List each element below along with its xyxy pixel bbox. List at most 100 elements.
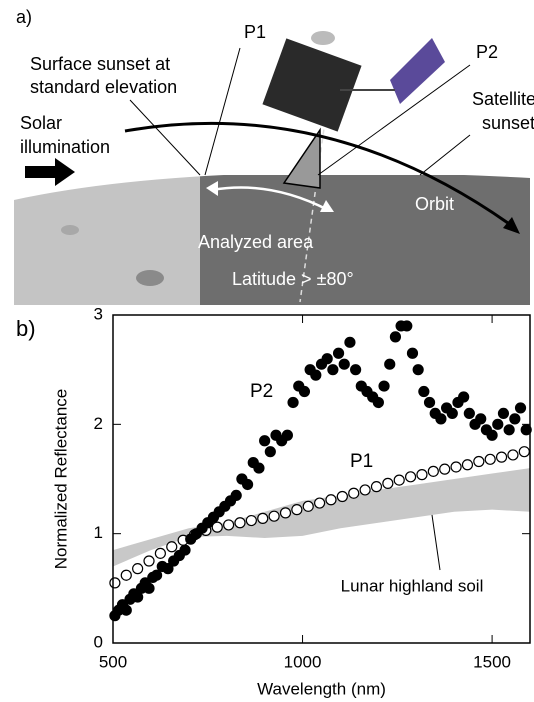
series-label: P1 [350, 451, 373, 472]
data-point [373, 397, 383, 407]
data-point [212, 522, 222, 532]
p1-leader [205, 48, 240, 175]
data-point [345, 337, 355, 347]
y-tick-label: 1 [94, 523, 103, 542]
data-point [110, 578, 120, 588]
data-point [144, 583, 154, 593]
data-point [406, 472, 416, 482]
data-point [419, 387, 429, 397]
satellite-sunset: sunset [482, 113, 534, 133]
data-point [243, 479, 253, 489]
data-point [510, 414, 520, 424]
satellite-sunset-leader [420, 135, 470, 175]
sunset-leader [130, 100, 200, 175]
x-tick-label: 500 [99, 652, 127, 671]
solar-illumination: Solar [20, 113, 62, 133]
data-point [474, 457, 484, 467]
data-point [360, 485, 370, 495]
data-point [451, 462, 461, 472]
satellite-sunset: Satellite [472, 89, 534, 109]
data-point [260, 436, 270, 446]
panel-a: a) P1 P2 Surface sunset at standard elev… [14, 7, 534, 305]
y-tick-label: 0 [94, 632, 103, 651]
data-point [337, 491, 347, 501]
data-point [144, 556, 154, 566]
data-point [269, 511, 279, 521]
data-point [246, 516, 256, 526]
data-point [303, 501, 313, 511]
surface-sunset: Surface sunset at [30, 54, 170, 74]
panel-b: 500 1000 1500 0 1 2 3 Wavelength (nm) Normalized… [16, 304, 531, 698]
data-point [326, 495, 336, 505]
data-point [504, 425, 514, 435]
data-point [379, 381, 389, 391]
data-point [487, 430, 497, 440]
data-point [402, 321, 412, 331]
x-tick-label: 1000 [284, 652, 322, 671]
data-point [485, 454, 495, 464]
data-point [498, 408, 508, 418]
band-label: Lunar highland soil [341, 576, 484, 595]
x-axis-label: Wavelength (nm) [257, 679, 386, 698]
data-point [413, 365, 423, 375]
satellite-body [262, 38, 361, 131]
data-point [280, 508, 290, 518]
series-label: P2 [250, 381, 273, 402]
view-cone [284, 130, 320, 188]
data-point [288, 397, 298, 407]
data-point [464, 408, 474, 418]
data-point [299, 387, 309, 397]
data-point [459, 392, 469, 402]
data-point [258, 513, 268, 523]
band-leader [432, 515, 440, 570]
data-point [292, 505, 302, 515]
data-point [311, 370, 321, 380]
analyzed-area: Analyzed area [198, 232, 314, 252]
data-point [407, 348, 417, 358]
data-point [339, 359, 349, 369]
data-point [462, 460, 472, 470]
figure: a) P1 P2 Surface sunset at standard elev… [0, 0, 534, 702]
data-point [152, 570, 162, 580]
orbit-label: Orbit [415, 194, 454, 214]
p2-label: P2 [476, 42, 498, 62]
data-point [428, 466, 438, 476]
data-point [133, 564, 143, 574]
crater [136, 270, 164, 286]
solar-panel [390, 38, 445, 104]
data-point [349, 488, 359, 498]
y-tick-label: 3 [94, 304, 103, 323]
crater [61, 225, 79, 235]
antenna [311, 31, 335, 45]
data-point [497, 452, 507, 462]
data-point [519, 447, 529, 457]
data-point [231, 490, 241, 500]
data-point [425, 397, 435, 407]
data-point [282, 430, 292, 440]
surface-sunset: standard elevation [30, 77, 177, 97]
data-point [440, 464, 450, 474]
data-point [385, 359, 395, 369]
data-point [224, 520, 234, 530]
y-tick-label: 2 [94, 414, 103, 433]
data-point [315, 498, 325, 508]
data-point [371, 482, 381, 492]
y-axis-label: Normalized Reflectance [51, 389, 70, 569]
lit-surface [14, 175, 200, 305]
data-point [155, 548, 165, 558]
p1-label: P1 [244, 22, 266, 42]
data-point [476, 414, 486, 424]
data-point [180, 545, 190, 555]
x-tick-label: 1500 [473, 652, 511, 671]
data-point [447, 408, 457, 418]
data-point [254, 463, 264, 473]
data-point [322, 354, 332, 364]
data-point [493, 419, 503, 429]
data-point [334, 348, 344, 358]
data-point [328, 365, 338, 375]
solar-illumination: illumination [20, 137, 110, 157]
data-point [417, 470, 427, 480]
data-point [265, 447, 275, 457]
data-point [383, 478, 393, 488]
data-point [508, 450, 518, 460]
